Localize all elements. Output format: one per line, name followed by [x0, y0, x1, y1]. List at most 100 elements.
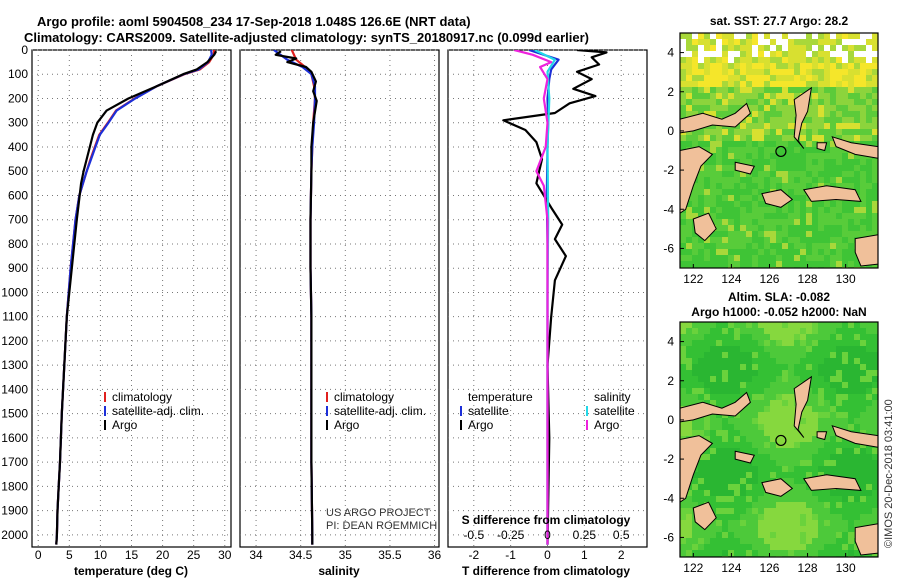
map-cell	[746, 376, 752, 382]
map-cell	[758, 496, 764, 502]
map-cell	[740, 448, 746, 454]
map-cell	[824, 490, 830, 496]
map-cell	[704, 376, 710, 382]
map-cell	[824, 231, 830, 237]
map-cell	[824, 81, 830, 87]
map-cell	[794, 490, 800, 496]
map-cell	[776, 448, 782, 454]
map-cell	[710, 69, 716, 75]
map-cell	[764, 358, 770, 364]
map-cell	[740, 129, 746, 135]
map-cell	[812, 51, 818, 57]
map-cell	[800, 448, 806, 454]
map-cell	[686, 225, 692, 231]
map-cell	[704, 33, 710, 39]
map-cell	[770, 508, 776, 514]
map-cell	[734, 195, 740, 201]
map-cell	[716, 51, 722, 57]
map-cell	[806, 51, 812, 57]
map-cell	[854, 57, 860, 63]
map-cell	[824, 99, 830, 105]
map-cell	[818, 207, 824, 213]
map-cell	[800, 352, 806, 358]
map-cell	[836, 135, 842, 141]
map-cell	[830, 153, 836, 159]
map-cell	[692, 400, 698, 406]
depth-axis-ticks: 0100200300400500600700800900100011001200…	[1, 43, 28, 542]
map-cell	[698, 382, 704, 388]
map-cell	[800, 177, 806, 183]
map-cell	[764, 466, 770, 472]
map-cell	[866, 448, 872, 454]
map-cell	[776, 33, 782, 39]
map-cell	[818, 243, 824, 249]
map-cell	[716, 358, 722, 364]
map-cell	[842, 352, 848, 358]
map-cell	[854, 105, 860, 111]
map-cell	[704, 93, 710, 99]
map-cell	[776, 261, 782, 267]
map-cell	[740, 189, 746, 195]
map-cell	[788, 207, 794, 213]
map-cell	[734, 346, 740, 352]
map-cell	[824, 430, 830, 436]
map-cell	[728, 472, 734, 478]
map-cell	[842, 532, 848, 538]
map-cell	[764, 87, 770, 93]
map-cell	[776, 147, 782, 153]
map-cell	[710, 472, 716, 478]
map-cell	[764, 346, 770, 352]
map-cell	[824, 436, 830, 442]
map-cell	[752, 520, 758, 526]
map-cell	[836, 177, 842, 183]
map-cell	[836, 69, 842, 75]
map-cell	[782, 75, 788, 81]
map-cell	[836, 334, 842, 340]
map-cell	[746, 99, 752, 105]
map-cell	[746, 255, 752, 261]
map-cell	[752, 460, 758, 466]
map-cell	[872, 39, 878, 45]
map-cell	[752, 165, 758, 171]
map-cell	[698, 93, 704, 99]
map-cell	[854, 153, 860, 159]
land-polygon	[761, 189, 794, 208]
sla-map-title-2: Argo h1000: -0.052 h2000: NaN	[691, 305, 866, 319]
map-cell	[794, 478, 800, 484]
map-cell	[860, 502, 866, 508]
map-cell	[848, 207, 854, 213]
map-cell	[686, 111, 692, 117]
legend-satellite-label: satellite-adj. clim.	[112, 404, 204, 418]
map-cell	[680, 63, 686, 69]
map-cell	[872, 219, 878, 225]
map-cell	[740, 478, 746, 484]
map-cell	[716, 177, 722, 183]
map-cell	[824, 412, 830, 418]
map-cell	[806, 442, 812, 448]
map-cell	[836, 376, 842, 382]
map-cell	[734, 352, 740, 358]
map-cell	[788, 147, 794, 153]
map-cell	[782, 370, 788, 376]
map-cell	[698, 346, 704, 352]
map-cell	[704, 394, 710, 400]
map-cell	[716, 352, 722, 358]
map-cell	[800, 141, 806, 147]
lat-tick-label: -2	[663, 452, 674, 466]
map-cell	[716, 424, 722, 430]
map-cell	[854, 382, 860, 388]
map-cell	[866, 322, 872, 328]
map-cell	[716, 496, 722, 502]
map-cell	[752, 352, 758, 358]
map-cell	[836, 87, 842, 93]
map-cell	[818, 340, 824, 346]
map-cell	[734, 249, 740, 255]
map-cell	[788, 63, 794, 69]
map-cell	[788, 514, 794, 520]
map-cell	[722, 45, 728, 51]
map-cell	[686, 376, 692, 382]
map-cell	[686, 550, 692, 556]
map-cell	[812, 328, 818, 334]
map-cell	[752, 346, 758, 352]
map-cell	[842, 117, 848, 123]
